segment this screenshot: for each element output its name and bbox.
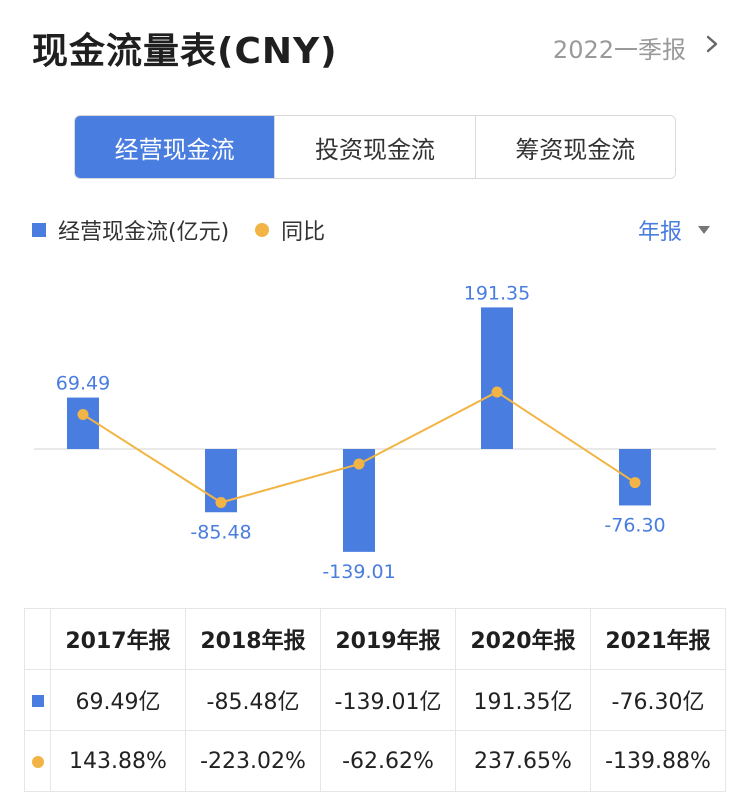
bar-value-label: 69.49	[56, 373, 110, 395]
value-cell: 191.35亿	[455, 669, 591, 731]
table-header-cell: 2018年报	[185, 608, 321, 670]
bar	[67, 397, 99, 449]
bar-value-label: -139.01	[322, 561, 395, 583]
bar-value-label: -85.48	[190, 521, 251, 543]
yoy-point	[629, 477, 641, 489]
yoy-cell: -139.88%	[590, 730, 726, 792]
dropdown-arrow-icon	[698, 226, 710, 234]
chevron-right-icon[interactable]	[702, 34, 722, 54]
cashflow-tabs: 经营现金流 投资现金流 筹资现金流	[74, 115, 676, 179]
table-header-cell: 2021年报	[590, 608, 726, 670]
bar-value-label: 191.35	[464, 282, 530, 304]
yoy-point	[215, 497, 227, 509]
table-corner-cell	[24, 608, 51, 670]
value-cell: -139.01亿	[320, 669, 456, 731]
tab-financing[interactable]: 筹资现金流	[474, 116, 675, 178]
table-row: 69.49亿 -85.48亿 -139.01亿 191.35亿 -76.30亿	[24, 669, 726, 731]
yoy-cell: -62.62%	[320, 730, 456, 792]
report-type-dropdown[interactable]: 年报	[638, 214, 710, 246]
header: 现金流量表(CNY) 2022一季报	[0, 0, 750, 100]
tab-operating[interactable]: 经营现金流	[75, 116, 275, 178]
bar-legend-marker	[32, 223, 46, 237]
yoy-point	[353, 458, 365, 470]
table-header-cell: 2019年报	[320, 608, 456, 670]
yoy-point	[491, 386, 503, 398]
bar-row-marker	[31, 694, 44, 707]
value-cell: -76.30亿	[590, 669, 726, 731]
report-type-label: 年报	[637, 220, 682, 245]
value-cell: 69.49亿	[50, 669, 186, 731]
table-row: 143.88% -223.02% -62.62% 237.65% -139.88…	[24, 730, 726, 792]
line-legend-label: 同比	[281, 220, 326, 245]
line-legend-marker	[255, 223, 270, 237]
table-header-cell: 2017年报	[50, 608, 186, 670]
row-marker-cell	[24, 730, 51, 792]
yoy-cell: 237.65%	[455, 730, 591, 792]
chart-legend: 经营现金流(亿元) 同比	[32, 214, 325, 246]
tab-investing[interactable]: 投资现金流	[274, 116, 475, 178]
yoy-cell: 143.88%	[50, 730, 186, 792]
value-cell: -85.48亿	[185, 669, 321, 731]
page-title: 现金流量表(CNY)	[32, 31, 338, 72]
yoy-cell: -223.02%	[185, 730, 321, 792]
bar-legend-label: 经营现金流(亿元)	[58, 220, 230, 245]
bar-value-label: -76.30	[604, 514, 665, 536]
table-header-row: 2017年报 2018年报 2019年报 2020年报 2021年报	[24, 608, 726, 670]
bar	[481, 307, 513, 449]
table-header-cell: 2020年报	[455, 608, 591, 670]
data-table: 2017年报 2018年报 2019年报 2020年报 2021年报 69.49…	[24, 608, 726, 792]
yoy-point	[77, 408, 89, 420]
period-label[interactable]: 2022一季报	[552, 36, 686, 64]
cashflow-chart: 69.49 -85.48 -139.01 191.35 -76.30	[34, 282, 716, 583]
row-marker-cell	[24, 669, 51, 731]
line-row-marker	[31, 755, 44, 768]
